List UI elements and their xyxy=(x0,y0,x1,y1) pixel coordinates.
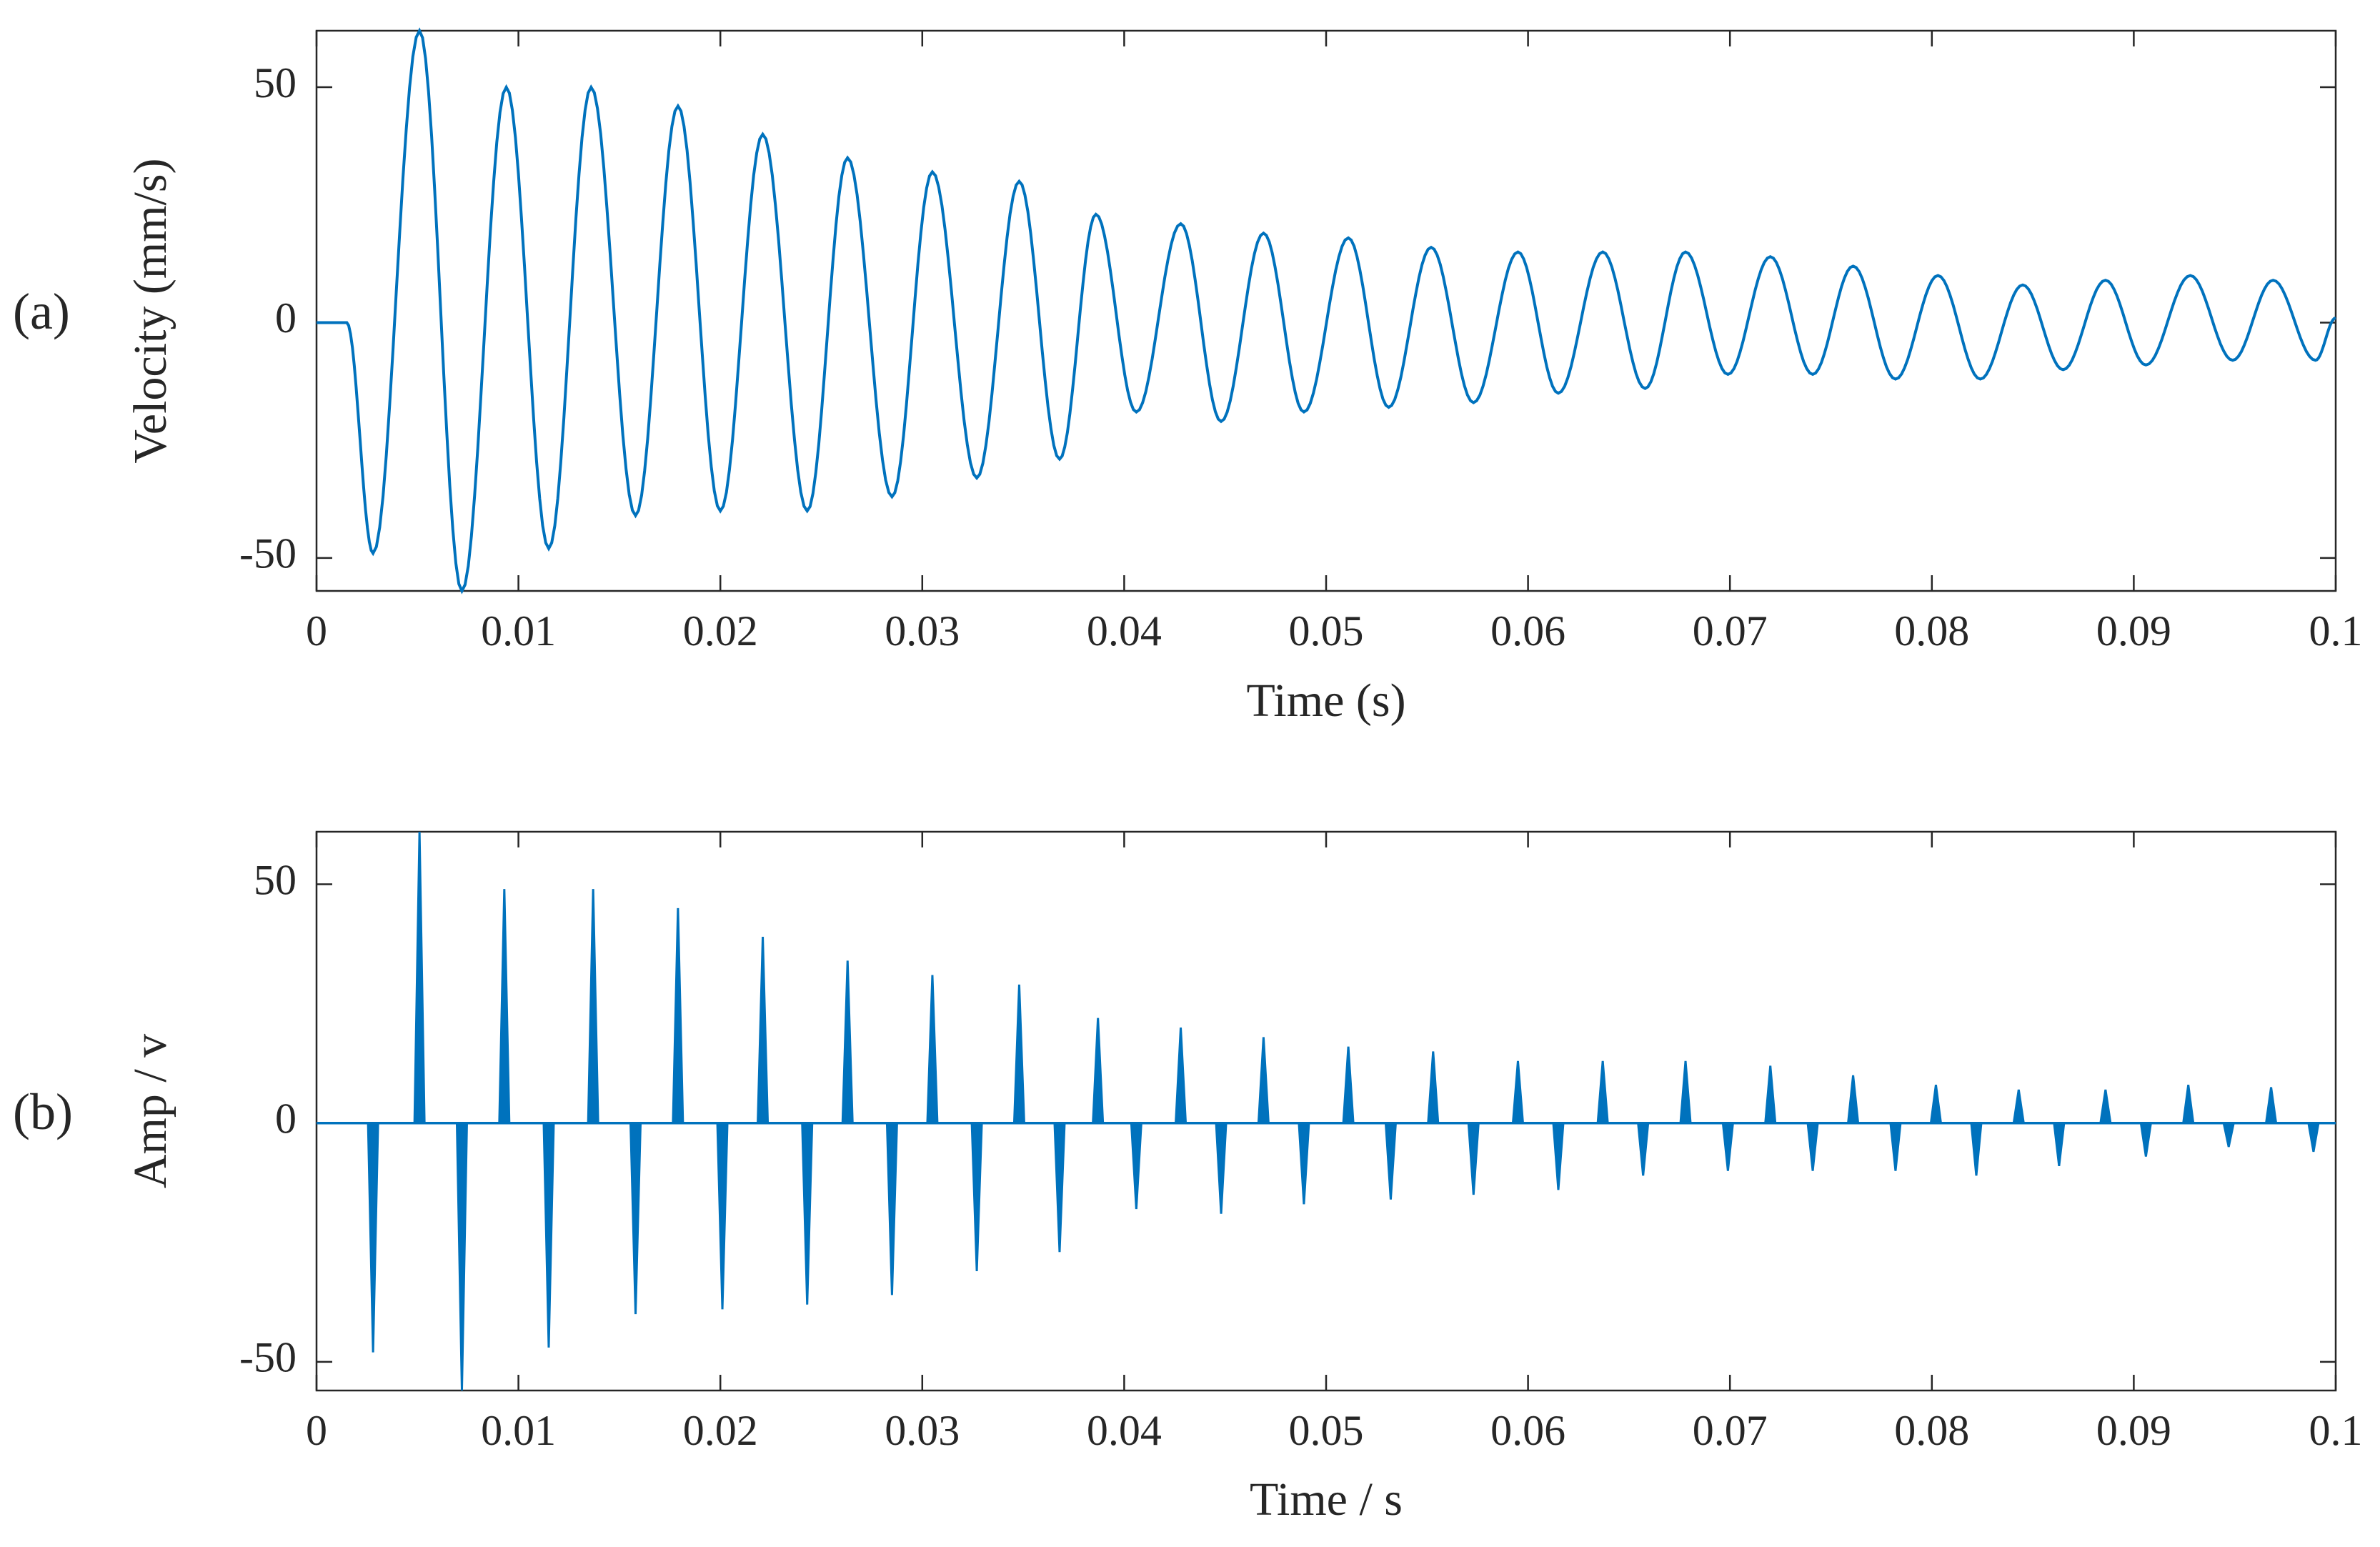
spike xyxy=(587,889,599,1125)
spike xyxy=(1596,1060,1609,1125)
y-tick-label: 0 xyxy=(275,294,297,342)
x-tick-label: 0.02 xyxy=(683,607,758,655)
spike xyxy=(1298,1122,1310,1205)
x-axis-label: Time (s) xyxy=(1246,675,1405,727)
spike xyxy=(757,936,770,1125)
y-axis-label: Amp / v xyxy=(124,1034,176,1188)
y-axis-label: Velocity (mm/s) xyxy=(124,158,176,463)
x-tick-label: 0.08 xyxy=(1894,607,1969,655)
x-tick-label: 0.09 xyxy=(2096,607,2171,655)
panel: 0 0.01 0.02 0.03 0.04 0.05 0.06 0.07 0.08 0.09 0.1… xyxy=(13,27,2363,727)
spike xyxy=(629,1122,642,1315)
spike xyxy=(1889,1122,1902,1171)
x-tick-label: 0.04 xyxy=(1087,1407,1162,1454)
spike xyxy=(1053,1122,1066,1253)
axes-box xyxy=(315,830,2337,1392)
y-tick-label: -50 xyxy=(239,530,297,577)
spike xyxy=(1467,1122,1480,1195)
spike xyxy=(1929,1085,1943,1125)
panel: 0 0.01 0.02 0.03 0.04 0.05 0.06 0.07 0.08 0.09 0.1… xyxy=(13,830,2363,1526)
spike xyxy=(1806,1122,1819,1171)
spike xyxy=(413,831,426,1125)
y-tick-label: 50 xyxy=(254,856,297,903)
spike xyxy=(1092,1018,1105,1125)
spike xyxy=(1846,1075,1860,1125)
spike xyxy=(1342,1046,1355,1125)
spike xyxy=(1637,1122,1650,1176)
spike xyxy=(1679,1060,1692,1125)
x-tick-label: 0.08 xyxy=(1894,1407,1969,1454)
spike xyxy=(2264,1087,2278,1125)
x-tick-label: 0.02 xyxy=(683,1407,758,1454)
x-tick-label: 0.03 xyxy=(885,1407,960,1454)
spike xyxy=(1012,984,1026,1125)
spike xyxy=(885,1122,898,1295)
x-tick-label: 0.09 xyxy=(2096,1407,2171,1454)
spike xyxy=(2099,1089,2112,1125)
spike xyxy=(542,1122,555,1348)
spike xyxy=(2181,1085,2195,1125)
x-tick-label: 0.03 xyxy=(885,607,960,655)
axes-box xyxy=(315,29,2337,592)
spike xyxy=(2139,1122,2153,1157)
x-tick-label: 0.05 xyxy=(1289,607,1364,655)
y-tick-label: -50 xyxy=(239,1334,297,1381)
spike xyxy=(1721,1122,1735,1171)
x-tick-label: 0.1 xyxy=(2309,607,2363,655)
spike xyxy=(1764,1065,1777,1125)
spike xyxy=(2307,1122,2320,1153)
y-tick-label: 50 xyxy=(254,59,297,106)
velocity-line xyxy=(317,27,2336,595)
x-tick-label: 0.1 xyxy=(2309,1407,2363,1454)
x-tick-label: 0.07 xyxy=(1693,607,1768,655)
x-tick-label: 0.06 xyxy=(1490,1407,1565,1454)
spike xyxy=(970,1122,983,1271)
x-tick-label: 0 xyxy=(306,607,327,655)
spike xyxy=(1384,1122,1398,1200)
x-tick-label: 0.05 xyxy=(1289,1407,1364,1454)
spike xyxy=(2012,1089,2026,1125)
x-tick-label: 0.06 xyxy=(1490,607,1565,655)
spike xyxy=(1427,1051,1440,1125)
x-tick-label: 0.01 xyxy=(481,1407,556,1454)
panel-label: (b) xyxy=(13,1083,73,1140)
spike xyxy=(1970,1122,1983,1176)
spike xyxy=(672,907,684,1125)
spike xyxy=(1130,1122,1142,1210)
y-tick-label: 0 xyxy=(275,1095,297,1142)
spike xyxy=(498,889,511,1125)
x-tick-label: 0.04 xyxy=(1087,607,1162,655)
spike xyxy=(716,1122,729,1310)
spike xyxy=(1257,1037,1270,1125)
spike xyxy=(367,1122,379,1353)
x-tick-label: 0.07 xyxy=(1693,1407,1768,1454)
spike xyxy=(2053,1122,2066,1167)
spike xyxy=(801,1122,814,1305)
spike xyxy=(841,960,854,1125)
panel-label: (a) xyxy=(13,283,70,340)
spike xyxy=(1552,1122,1565,1190)
spike xyxy=(2222,1122,2236,1148)
spike xyxy=(1511,1060,1525,1125)
spike xyxy=(1215,1122,1228,1214)
x-tick-label: 0.01 xyxy=(481,607,556,655)
spike xyxy=(1174,1027,1187,1125)
spike xyxy=(926,975,939,1125)
x-tick-label: 0 xyxy=(306,1407,327,1454)
spike xyxy=(455,1122,469,1391)
x-axis-label: Time / s xyxy=(1250,1473,1403,1526)
